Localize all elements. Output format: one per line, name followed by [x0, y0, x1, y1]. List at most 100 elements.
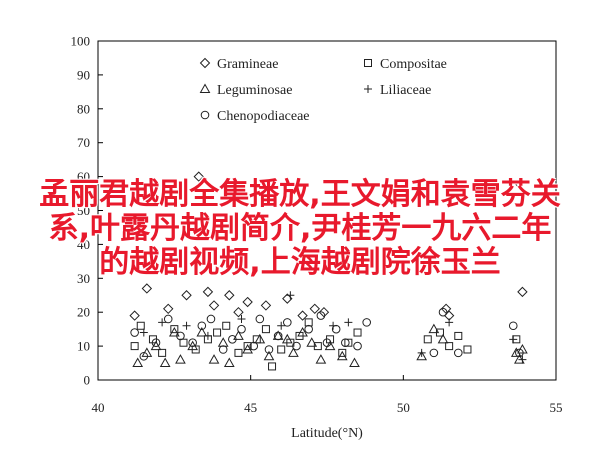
chenopodiaceae-point: [508, 321, 518, 331]
leguminosae-point: [233, 330, 244, 340]
chenopodiaceae-point: [515, 348, 524, 358]
compositae-point: [243, 342, 252, 351]
compositae-point: [136, 321, 145, 330]
overlay-line-2: 系,叶露丹越剧简介,尹桂芳一九六二年: [48, 211, 552, 246]
legend-label-leguminosae: Leguminosae: [217, 83, 292, 98]
liliaceae-point: [518, 355, 527, 364]
chenopodiaceae-point: [353, 341, 362, 351]
chenopodiaceae-point: [283, 318, 292, 327]
chenopodiaceae-point: [438, 307, 448, 317]
leguminosae-point: [281, 333, 293, 344]
chenopodiaceae-point: [218, 345, 228, 354]
y-tick-label: 40: [77, 237, 90, 252]
leguminosae-point: [132, 357, 144, 368]
liliaceae-point: [203, 331, 212, 340]
y-tick-label: 90: [77, 67, 90, 82]
compositae-point: [445, 342, 454, 351]
gramineae-point: [193, 171, 204, 182]
liliaceae-point: [509, 335, 518, 344]
chenopodiaceae-point: [304, 324, 313, 334]
leguminosae-point: [168, 327, 180, 337]
chenopodiaceae-point: [362, 318, 371, 327]
y-tick-label: 60: [77, 169, 90, 184]
gramineae-point: [318, 306, 330, 318]
chenopodiaceae-point: [453, 348, 463, 358]
compositae-point: [344, 338, 353, 347]
gramineae-point: [297, 310, 308, 321]
gramineae-point: [260, 300, 272, 311]
chenopodiaceae-point: [273, 331, 283, 341]
liliaceae-point: [139, 328, 148, 337]
compositae-point: [353, 328, 362, 337]
leguminosae-point: [416, 350, 428, 361]
y-tick-label: 100: [71, 34, 91, 49]
legend-marker-leguminosae: [199, 83, 211, 93]
chenopodiaceae-point: [292, 341, 301, 351]
compositae-point: [213, 328, 222, 337]
legend-marker-compositae: [364, 59, 372, 67]
y-axis: 0 10 20 30 40 50 60 70 80 90 100: [71, 34, 103, 388]
liliaceae-point: [286, 291, 295, 300]
chenopodiaceae-point: [429, 348, 439, 358]
leguminosae-point: [223, 357, 235, 368]
gramineae-point: [224, 290, 235, 301]
chenopodiaceae-point: [151, 338, 161, 348]
leguminosae-point: [315, 354, 327, 364]
chenopodiaceae-point: [264, 345, 274, 354]
chenopodiaceae-point: [139, 351, 149, 361]
chenopodiaceae-point: [341, 338, 350, 348]
y-tick-label: 50: [77, 203, 90, 218]
liliaceae-point: [417, 348, 426, 357]
gramineae-point: [440, 303, 452, 315]
leguminosae-point: [428, 323, 440, 334]
chenopodiaceae-point: [197, 321, 207, 331]
overlay-line-1: 孟丽君越剧全集播放,王文娟和袁雪芬关: [39, 177, 561, 212]
leguminosae-point: [208, 354, 220, 364]
chenopodiaceae-point: [255, 314, 265, 324]
y-tick-label: 0: [84, 373, 91, 388]
gramineae-point: [514, 178, 525, 189]
chenopodiaceae-point: [188, 338, 197, 348]
leguminosae-point: [263, 350, 275, 361]
legend-label-chenopodiaceae: Chenopodiaceae: [217, 109, 310, 124]
chenopodiaceae-point: [163, 314, 173, 324]
gramineae-point: [129, 310, 140, 321]
y-tick-label: 80: [77, 101, 90, 116]
plot-area: [97, 40, 557, 381]
gramineae-point: [181, 290, 192, 301]
gramineae-point: [208, 300, 220, 311]
leguminosae-point: [297, 327, 308, 337]
compositae-point: [304, 318, 313, 327]
gramineae-point: [517, 286, 528, 298]
x-tick-label: 55: [550, 400, 563, 415]
compositae-point: [130, 342, 139, 351]
chenopodiaceae-point: [176, 331, 185, 341]
legend-label-gramineae: Gramineae: [217, 57, 278, 72]
leguminosae-point: [349, 357, 360, 368]
legend-marker-gramineae: [199, 57, 211, 69]
gramineae-point: [233, 306, 244, 318]
liliaceae-point: [158, 318, 167, 327]
chenopodiaceae-point: [331, 324, 341, 334]
data-points: [129, 171, 528, 371]
compositae-point: [463, 345, 472, 354]
leguminosae-point: [288, 347, 299, 357]
compositae-point: [423, 335, 432, 344]
compositae-point: [170, 325, 179, 334]
liliaceae-point: [445, 318, 454, 327]
leguminosae-point: [175, 354, 186, 364]
liliaceae-point: [237, 314, 246, 323]
gramineae-point: [202, 286, 214, 298]
chenopodiaceae-point: [206, 314, 216, 324]
leguminosae-point: [217, 337, 229, 347]
compositae-point: [179, 338, 188, 347]
compositae-point: [261, 325, 270, 334]
y-tick-label: 10: [77, 339, 90, 354]
gramineae-point: [141, 283, 153, 294]
leguminosae-point: [254, 333, 266, 344]
chenopodiaceae-point: [249, 341, 259, 351]
compositae-point: [277, 345, 286, 354]
x-tick-label: 50: [397, 400, 410, 415]
legend: Gramineae Compositae Leguminosae Liliaceae C…: [199, 57, 447, 124]
